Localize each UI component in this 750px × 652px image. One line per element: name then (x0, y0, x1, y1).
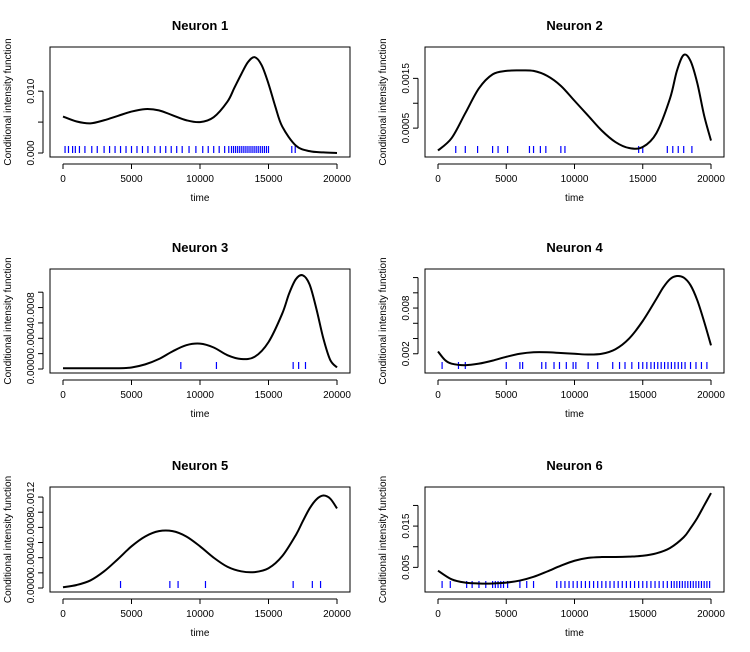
x-tick-label: 15000 (629, 609, 657, 620)
spike-train (180, 362, 307, 369)
plot-frame (424, 268, 725, 374)
intensity-curve (437, 53, 712, 152)
x-tick-label: 10000 (561, 174, 589, 185)
y-tick-label: 0.0000 (26, 572, 37, 603)
x-tick-label: 20000 (323, 174, 351, 185)
y-tick-label: 0.0008 (26, 292, 37, 323)
panel-title: Neuron 6 (546, 458, 602, 473)
panel-title: Neuron 3 (172, 240, 228, 255)
panel-title: Neuron 2 (546, 18, 602, 33)
x-tick-label: 0 (60, 390, 66, 401)
x-tick-label: 5000 (495, 174, 518, 185)
panel-title: Neuron 5 (172, 458, 228, 473)
y-tick-label: 0.010 (26, 78, 37, 103)
panel-title: Neuron 4 (546, 240, 603, 255)
panel-5: Neuron 50 5000 10000 15000 20000time0.00000.… (3, 458, 351, 639)
y-axis-label: Conditional intensity function (3, 257, 14, 384)
x-tick-label: 5000 (120, 174, 143, 185)
x-tick-label: 0 (435, 609, 441, 620)
x-tick-label: 15000 (629, 390, 657, 401)
y-tick-label: 0.015 (401, 513, 412, 538)
x-tick-label: 15000 (255, 174, 283, 185)
x-tick-label: 10000 (561, 390, 589, 401)
y-tick-label: 0.008 (401, 295, 412, 320)
x-axis-label: time (191, 628, 210, 639)
panel-6: Neuron 6 0 5000 10000 15000 20000 time 0.005 0.0… (378, 458, 725, 639)
x-tick-label: 15000 (629, 174, 657, 185)
plot-frame (49, 46, 351, 158)
plot-frame (424, 486, 725, 593)
x-tick-label: 20000 (323, 390, 351, 401)
spike-train (119, 581, 322, 588)
x-tick-label: 20000 (697, 609, 725, 620)
intensity-curve (62, 56, 338, 154)
panel-4: Neuron 4 0 5000 10000 15000 20000 time 0.002 0.0… (378, 240, 725, 420)
x-tick-label: 0 (435, 174, 441, 185)
y-axis-label: Conditional intensity function (378, 476, 389, 603)
plot-frame (49, 268, 351, 374)
panel-3: Neuron 30 5000 10000 15000 20000time0.00000.… (3, 240, 351, 420)
x-tick-label: 15000 (255, 609, 283, 620)
x-axis-label: time (191, 409, 210, 420)
x-tick-label: 10000 (186, 390, 214, 401)
x-tick-label: 20000 (697, 174, 725, 185)
intensity-curve (437, 492, 712, 585)
y-tick-label: 0.0012 (26, 481, 37, 512)
y-axis-label: Conditional intensity function (378, 38, 389, 165)
panel-2: Neuron 2 0 5000 10000 15000 20000 time 0.0005 0.… (378, 18, 725, 204)
y-tick-label: 0.0005 (401, 112, 412, 143)
panel-1: Neuron 1 0 5000 10000 15000 20000 time 0.000 0.0… (3, 18, 351, 204)
spike-train (441, 362, 708, 369)
x-tick-label: 5000 (120, 609, 143, 620)
y-tick-label: 0.0004 (26, 542, 37, 573)
intensity-curve (63, 274, 338, 370)
x-tick-label: 20000 (697, 390, 725, 401)
intensity-curve (62, 494, 338, 589)
y-tick-label: 0.000 (26, 140, 37, 165)
spike-train (441, 581, 711, 588)
y-tick-label: 0.002 (401, 341, 412, 366)
y-axis-label: Conditional intensity function (3, 476, 14, 603)
y-axis-label: Conditional intensity function (3, 38, 14, 165)
x-tick-label: 0 (60, 174, 66, 185)
y-tick-label: 0.0004 (26, 323, 37, 354)
y-tick-label: 0.005 (401, 554, 412, 579)
panel-title: Neuron 1 (172, 18, 228, 33)
spike-train (64, 146, 296, 153)
x-tick-label: 20000 (323, 609, 351, 620)
y-tick-label: 0.0000 (26, 353, 37, 384)
x-tick-label: 5000 (495, 390, 518, 401)
x-tick-label: 5000 (495, 609, 518, 620)
x-axis-label: time (565, 193, 584, 204)
x-tick-label: 10000 (561, 609, 589, 620)
y-tick-label: 0.0008 (26, 512, 37, 543)
x-axis-label: time (191, 193, 210, 204)
x-tick-label: 0 (60, 609, 66, 620)
intensity-curve (437, 274, 712, 367)
plot-frame (49, 486, 351, 593)
x-tick-label: 10000 (186, 609, 214, 620)
x-tick-label: 10000 (186, 174, 214, 185)
x-tick-label: 5000 (120, 390, 143, 401)
x-tick-label: 0 (435, 390, 441, 401)
plot-frame (424, 46, 725, 158)
y-axis-label: Conditional intensity function (378, 257, 389, 384)
x-axis-label: time (565, 409, 584, 420)
x-tick-label: 15000 (255, 390, 283, 401)
x-axis-label: time (565, 628, 584, 639)
y-tick-label: 0.0015 (401, 63, 412, 94)
